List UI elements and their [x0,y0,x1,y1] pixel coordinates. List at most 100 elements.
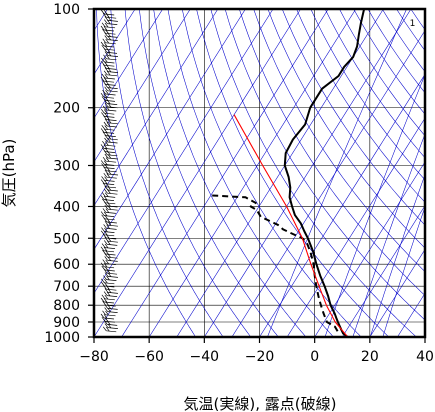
wind-barb [104,298,115,301]
dry-adiabat [96,9,196,337]
wind-barb [104,282,115,285]
isotherm [231,30,425,337]
wind-barb-flag [100,92,105,98]
wind-barb-flag [103,54,107,60]
isotherm [369,248,425,337]
wind-barb [107,327,118,329]
wind-barb [107,205,118,208]
wind-barb-flag [103,217,108,223]
wind-barb-flag [103,42,108,47]
wind-barb-flag [103,144,108,149]
wind-barb-flag [103,172,108,178]
wind-barb-flag [102,140,106,146]
wind-barb [107,154,118,157]
wind-barb [107,240,118,243]
wind-barb-flag [104,67,109,72]
wind-barb-flag [107,202,111,207]
wind-barb-flag [101,22,106,28]
wind-barb-flag [103,240,108,245]
x-tick-label: 0 [310,349,319,365]
wind-barb [107,20,118,22]
wind-barb-flag [104,272,109,277]
dry-adiabat [210,9,417,337]
wind-barb-flag [103,115,107,120]
isopleth-layer [94,9,425,337]
dry-adiabat [239,9,425,296]
isotherm [94,9,219,207]
wind-barb-flag [104,323,109,328]
dry-adiabat [253,9,425,272]
wind-barb-flag [102,89,106,95]
wind-barb-flag [106,269,111,274]
wind-barb-flag [106,64,110,69]
wind-barb-flag [104,188,108,194]
wind-barb-flag [102,233,107,239]
wind-barb-flag [107,83,111,89]
wind-barb-flag [101,176,105,181]
isotherm [121,9,329,337]
wind-barb [105,253,116,256]
wind-barb-flag [100,76,105,82]
wind-barb-flag [104,125,109,130]
wind-barb [104,112,115,115]
wind-barb [107,23,118,25]
isotherm [148,9,357,337]
wind-barb-flag [100,144,105,149]
dry-adiabat [339,9,425,137]
wind-barb-flag [100,108,105,114]
x-tick-label: 40 [416,349,434,365]
wind-barb [107,292,118,294]
wind-barb-flag [103,320,108,325]
wind-barb-flag [106,291,111,297]
wind-barb [104,77,115,80]
y-axis-title: 気圧(hPa) [0,139,18,208]
wind-barb [104,215,115,217]
dry-adiabat [139,9,279,337]
wind-barb [107,276,119,278]
wind-barb-flag [100,195,105,200]
wind-barb-flag [104,278,108,284]
x-tick-label: −20 [245,349,275,365]
wind-barb-flag [106,115,110,121]
y-tick-label: 100 [53,2,80,18]
wind-barb-flag [102,182,107,188]
wind-barb-flag [107,256,112,261]
wind-barb [107,189,118,192]
wind-barb-flag [105,326,110,332]
wind-barb-flag [107,205,112,210]
wind-barb-flag [107,35,112,41]
wind-barb-flag [107,154,112,159]
wind-barb-flag [105,131,110,137]
wind-barb-flag [106,99,111,105]
wind-barb [105,144,116,147]
wind-barb-flag [105,90,109,95]
wind-barb-flag [103,211,108,217]
wind-barb-flag [102,38,107,44]
wind-barb [104,269,115,272]
wind-barb-flag [100,9,105,15]
y-tick-label: 1000 [44,330,80,346]
mixing-ratio-line [369,173,425,337]
wind-barb-flag [103,275,107,280]
wind-barb [107,311,118,313]
y-tick-label: 700 [53,279,80,295]
isotherm [204,9,412,337]
wind-barb-flag [107,323,112,329]
wind-barb-flag [103,26,108,31]
wind-barb-flag [104,32,108,37]
wind-barb-flag [104,134,109,140]
wind-barb-flag [105,13,110,18]
wind-barb-flag [107,67,112,73]
wind-barb-flag [103,291,108,296]
wind-barb-flag [104,288,109,293]
wind-barb [105,186,117,189]
wind-barb [104,320,116,323]
wind-barb-flag [107,16,112,21]
wind-barb [105,151,116,153]
wind-barb-flag [107,102,112,108]
isotherm [94,9,136,75]
wind-barb [107,106,118,109]
wind-barb-flag [104,220,109,226]
isotherm [94,9,191,163]
wind-barb-flag [100,313,105,319]
